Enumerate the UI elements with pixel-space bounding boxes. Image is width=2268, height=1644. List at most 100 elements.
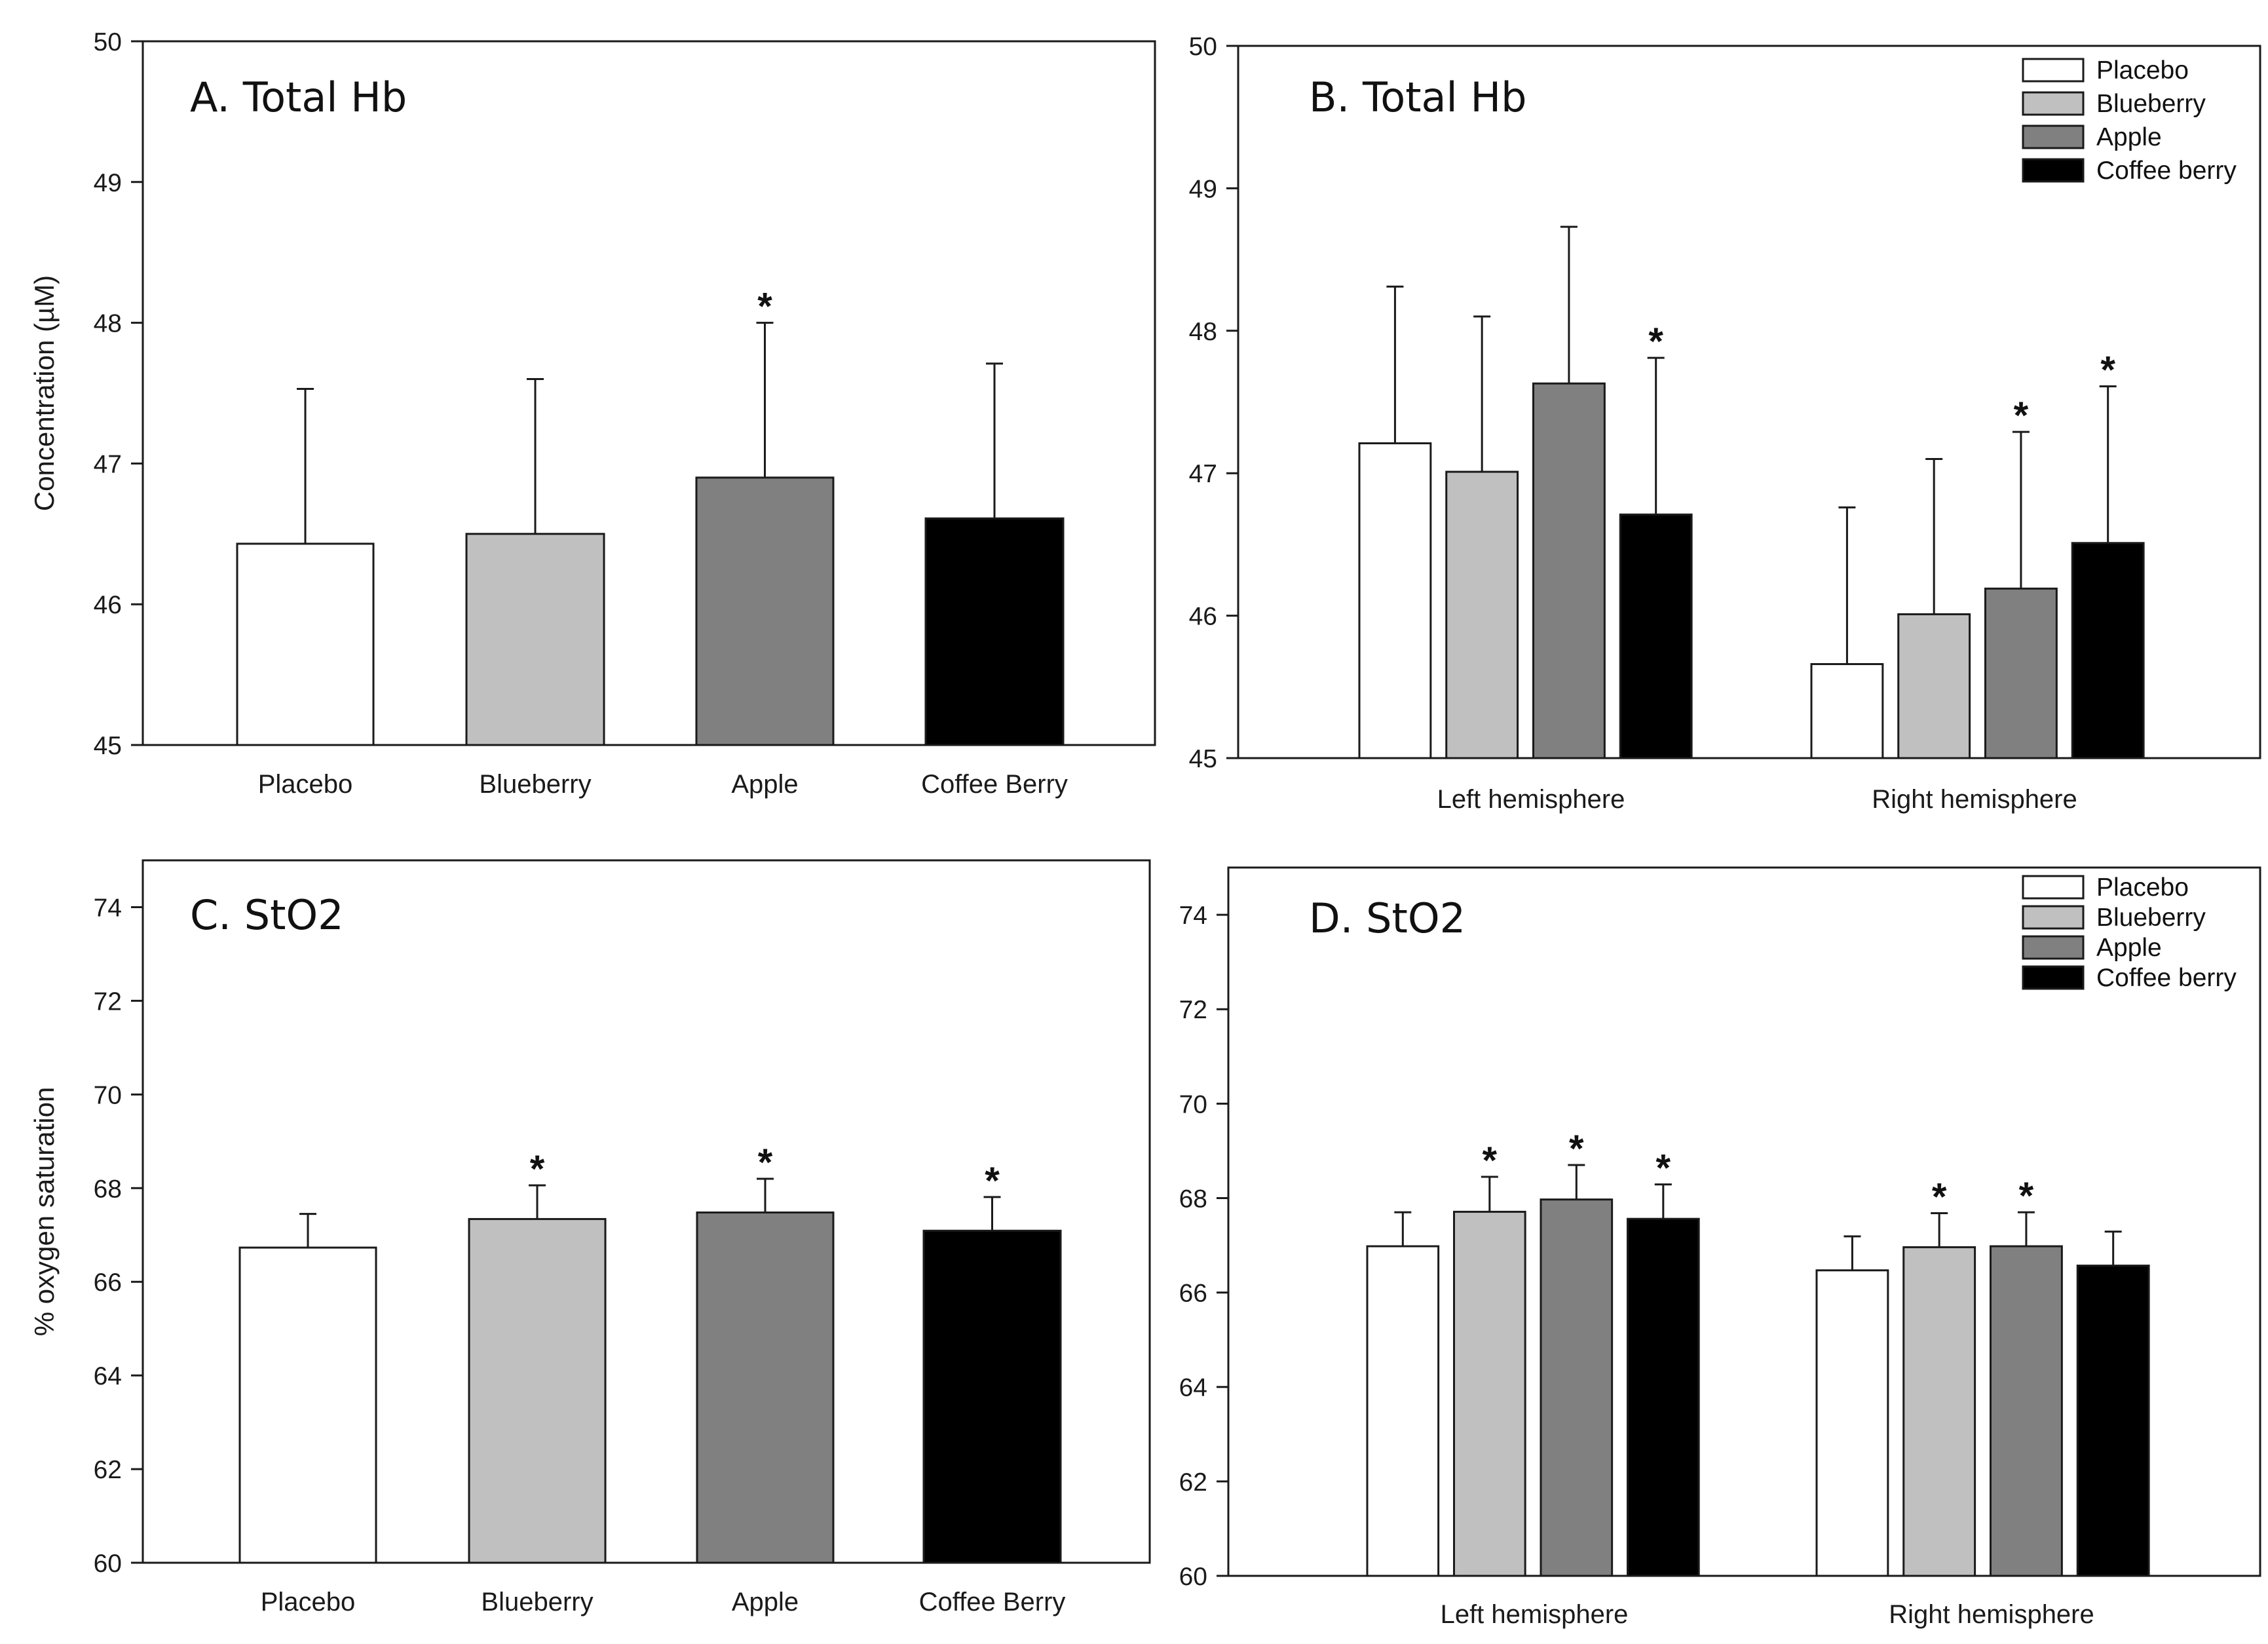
y-tick-label: 74	[1179, 902, 1207, 930]
panel-title: A. Total Hb	[190, 73, 407, 121]
left-hemisphere-placebo-bar	[1358, 442, 1432, 759]
y-tick-label: 68	[1179, 1185, 1207, 1213]
apple-significance-star: *	[757, 286, 772, 328]
x-category-label: Apple	[731, 770, 798, 799]
plot-frame	[1237, 45, 2261, 759]
coffee-berry-bar	[924, 517, 1065, 746]
right-hemisphere-apple-bar	[1984, 587, 2058, 759]
left-hemisphere-coffee-berry-significance-star: *	[1648, 320, 1663, 363]
legend-label-apple: Apple	[2096, 934, 2162, 962]
left-hemisphere-apple-bar	[1532, 382, 1606, 759]
y-tick-label: 49	[94, 169, 122, 197]
blueberry-bar	[465, 533, 605, 746]
right-hemisphere-placebo-bar	[1810, 663, 1884, 759]
legend-swatch-apple	[2022, 124, 2085, 149]
panel-c: 60 62 64 66 68 70 72 74 % oxygen saturation C. St…	[29, 859, 1151, 1616]
x-category-label: Blueberry	[481, 1588, 593, 1616]
x-category-label: Placebo	[258, 770, 353, 799]
legend-label-coffee-berry: Coffee berry	[2096, 964, 2237, 992]
panel-a: 45 46 47 48 49 50 Concentration (µM) A. Total H…	[29, 28, 1156, 799]
y-tick-label: 50	[1189, 33, 1217, 61]
y-tick-label: 46	[1189, 603, 1217, 631]
right-hemisphere-coffee-berry-bar	[2076, 1265, 2150, 1577]
placebo-bar	[238, 1246, 377, 1564]
legend-swatch-coffee-berry	[2022, 158, 2085, 183]
y-tick-label: 48	[1189, 318, 1217, 346]
y-tick-label: 68	[94, 1175, 122, 1203]
y-tick-label: 70	[1179, 1090, 1207, 1118]
y-tick-label: 47	[1189, 460, 1217, 488]
legend-swatch-blueberry	[2022, 905, 2085, 930]
x-category-label: Blueberry	[479, 770, 591, 799]
left-hemisphere-blueberry-bar	[1445, 470, 1519, 759]
y-tick-label: 49	[1189, 175, 1217, 203]
y-tick-label: 62	[94, 1456, 122, 1484]
blueberry-significance-star: *	[530, 1148, 545, 1191]
x-category-label: Coffee Berry	[921, 770, 1068, 799]
panel-title: D. StO2	[1309, 894, 1465, 942]
apple-significance-star: *	[758, 1141, 773, 1184]
panel-title: B. Total Hb	[1309, 73, 1526, 121]
x-category-label: Apple	[732, 1588, 799, 1616]
right-hemisphere-apple-bar	[1990, 1245, 2063, 1577]
y-tick-label: 50	[94, 28, 122, 56]
coffee-berry-significance-star: *	[985, 1160, 1000, 1202]
legend-label-blueberry: Blueberry	[2096, 904, 2206, 932]
left-hemisphere-coffee-berry-significance-star: *	[1656, 1147, 1671, 1190]
legend-label-placebo: Placebo	[2096, 56, 2189, 85]
panel-title: C. StO2	[190, 891, 344, 939]
blueberry-bar	[468, 1217, 607, 1564]
right-hemisphere-coffee-berry-significance-star: *	[2100, 349, 2115, 392]
legend-swatch-placebo	[2022, 875, 2085, 900]
left-hemisphere-apple-bar	[1540, 1198, 1614, 1577]
left-hemisphere-coffee-berry-bar	[1627, 1217, 1700, 1577]
y-tick-label: 62	[1179, 1468, 1207, 1497]
legend-label-apple: Apple	[2096, 123, 2162, 151]
y-tick-label: 66	[94, 1269, 122, 1297]
y-tick-label: 47	[94, 450, 122, 478]
legend-label-placebo: Placebo	[2096, 873, 2189, 902]
y-tick-label: 66	[1179, 1280, 1207, 1308]
legend-label-coffee-berry: Coffee berry	[2096, 157, 2237, 185]
left-hemisphere-coffee-berry-bar	[1619, 513, 1693, 759]
x-category-label: Right hemisphere	[1872, 785, 2077, 814]
x-category-label: Placebo	[261, 1588, 356, 1616]
right-hemisphere-apple-significance-star: *	[2014, 394, 2029, 437]
y-tick-label: 72	[94, 987, 122, 1016]
y-tick-label: 45	[94, 732, 122, 760]
y-tick-label: 64	[94, 1362, 122, 1390]
left-hemisphere-apple-significance-star: *	[1569, 1128, 1584, 1170]
legend-swatch-placebo	[2022, 58, 2085, 83]
x-category-label: Left hemisphere	[1437, 785, 1625, 814]
x-category-label: Right hemisphere	[1889, 1600, 2094, 1629]
panel-d: 60 62 64 66 68 70 72 74 D. StO2 * * * Left hemispher…	[1179, 866, 2261, 1629]
y-tick-label: 70	[94, 1081, 122, 1109]
y-tick-label: 60	[1179, 1563, 1207, 1591]
apple-bar	[695, 476, 835, 746]
legend-swatch-coffee-berry	[2022, 965, 2085, 990]
right-hemisphere-blueberry-bar	[1902, 1246, 1976, 1577]
left-hemisphere-blueberry-bar	[1453, 1210, 1526, 1577]
y-tick-label: 64	[1179, 1374, 1207, 1402]
legend-swatch-blueberry	[2022, 91, 2085, 116]
coffee-berry-bar	[922, 1229, 1062, 1564]
y-tick-label: 74	[94, 894, 122, 922]
legend: Placebo Blueberry Apple Coffee berry	[2022, 56, 2237, 185]
y-tick-label: 72	[1179, 996, 1207, 1024]
x-category-label: Coffee Berry	[919, 1588, 1066, 1616]
plot-frame	[1227, 866, 2261, 1577]
plot-frame	[142, 859, 1151, 1564]
right-hemisphere-blueberry-significance-star: *	[1932, 1176, 1947, 1219]
right-hemisphere-blueberry-bar	[1897, 613, 1971, 759]
legend-label-blueberry: Blueberry	[2096, 90, 2206, 118]
y-tick-label: 60	[94, 1550, 122, 1578]
apple-bar	[696, 1211, 835, 1564]
y-tick-label: 45	[1189, 745, 1217, 773]
x-category-label: Left hemisphere	[1441, 1600, 1629, 1629]
y-tick-label: 46	[94, 591, 122, 619]
placebo-bar	[236, 543, 375, 746]
plot-frame	[142, 40, 1156, 746]
left-hemisphere-placebo-bar	[1366, 1245, 1440, 1577]
